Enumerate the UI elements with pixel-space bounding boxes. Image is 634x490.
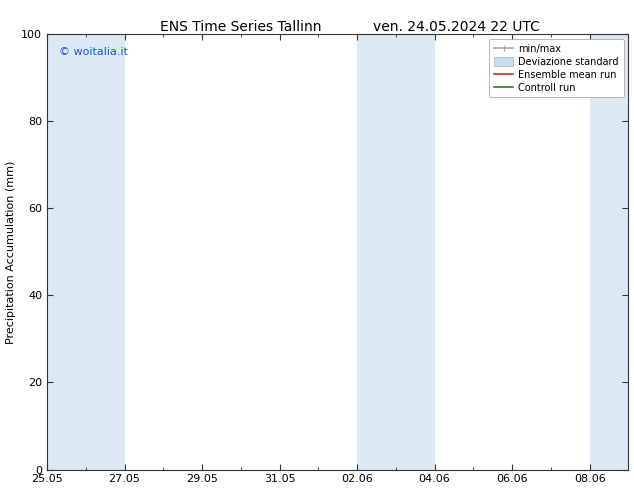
Text: ven. 24.05.2024 22 UTC: ven. 24.05.2024 22 UTC — [373, 20, 540, 34]
Bar — [86, 34, 124, 469]
Bar — [47, 34, 86, 469]
Text: © woitalia.it: © woitalia.it — [58, 47, 127, 57]
Legend: min/max, Deviazione standard, Ensemble mean run, Controll run: min/max, Deviazione standard, Ensemble m… — [489, 39, 624, 98]
Text: ENS Time Series Tallinn: ENS Time Series Tallinn — [160, 20, 321, 34]
Bar — [396, 34, 435, 469]
Y-axis label: Precipitation Accumulation (mm): Precipitation Accumulation (mm) — [6, 160, 16, 343]
Bar — [590, 34, 628, 469]
Bar — [357, 34, 396, 469]
